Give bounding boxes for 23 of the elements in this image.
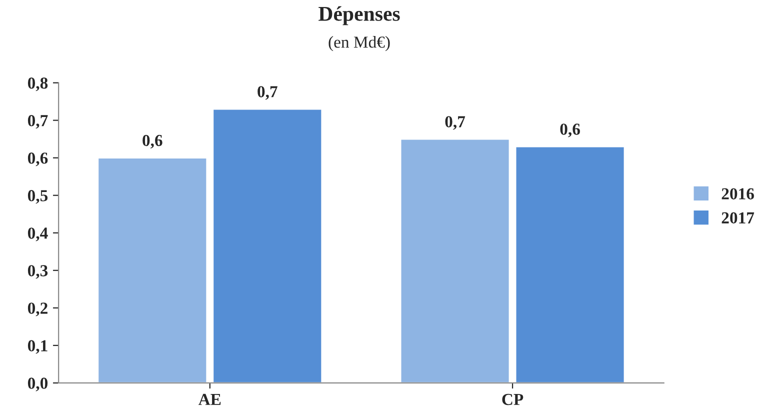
legend-label: 2017: [722, 212, 754, 224]
chart-subtitle: (en Md€): [328, 36, 390, 52]
y-tick-label: 0,4: [28, 228, 48, 242]
y-tick-label: 0,2: [28, 302, 48, 316]
y-tick-label: 0,8: [28, 78, 48, 92]
bar: [400, 138, 510, 383]
chart-title: Dépenses: [318, 6, 400, 26]
legend-label: 2016: [722, 188, 754, 200]
bar: [514, 146, 626, 383]
y-tick-label: 0,1: [28, 340, 48, 354]
data-label: 0,6: [142, 134, 162, 149]
bar: [97, 157, 208, 383]
y-tick-label: 0,7: [28, 115, 48, 129]
data-label: 0,6: [560, 124, 580, 138]
data-label: 0,7: [445, 116, 466, 130]
y-tick-label: 0,5: [28, 190, 48, 204]
y-tick-label: 0,6: [28, 152, 48, 166]
y-tick-label: 0,0: [28, 378, 48, 392]
data-label: 0,7: [258, 86, 278, 100]
x-tick-label: CP: [502, 394, 524, 406]
x-tick-label: AE: [198, 394, 221, 405]
y-tick-label: 0,3: [28, 265, 48, 279]
bar: [212, 108, 323, 383]
